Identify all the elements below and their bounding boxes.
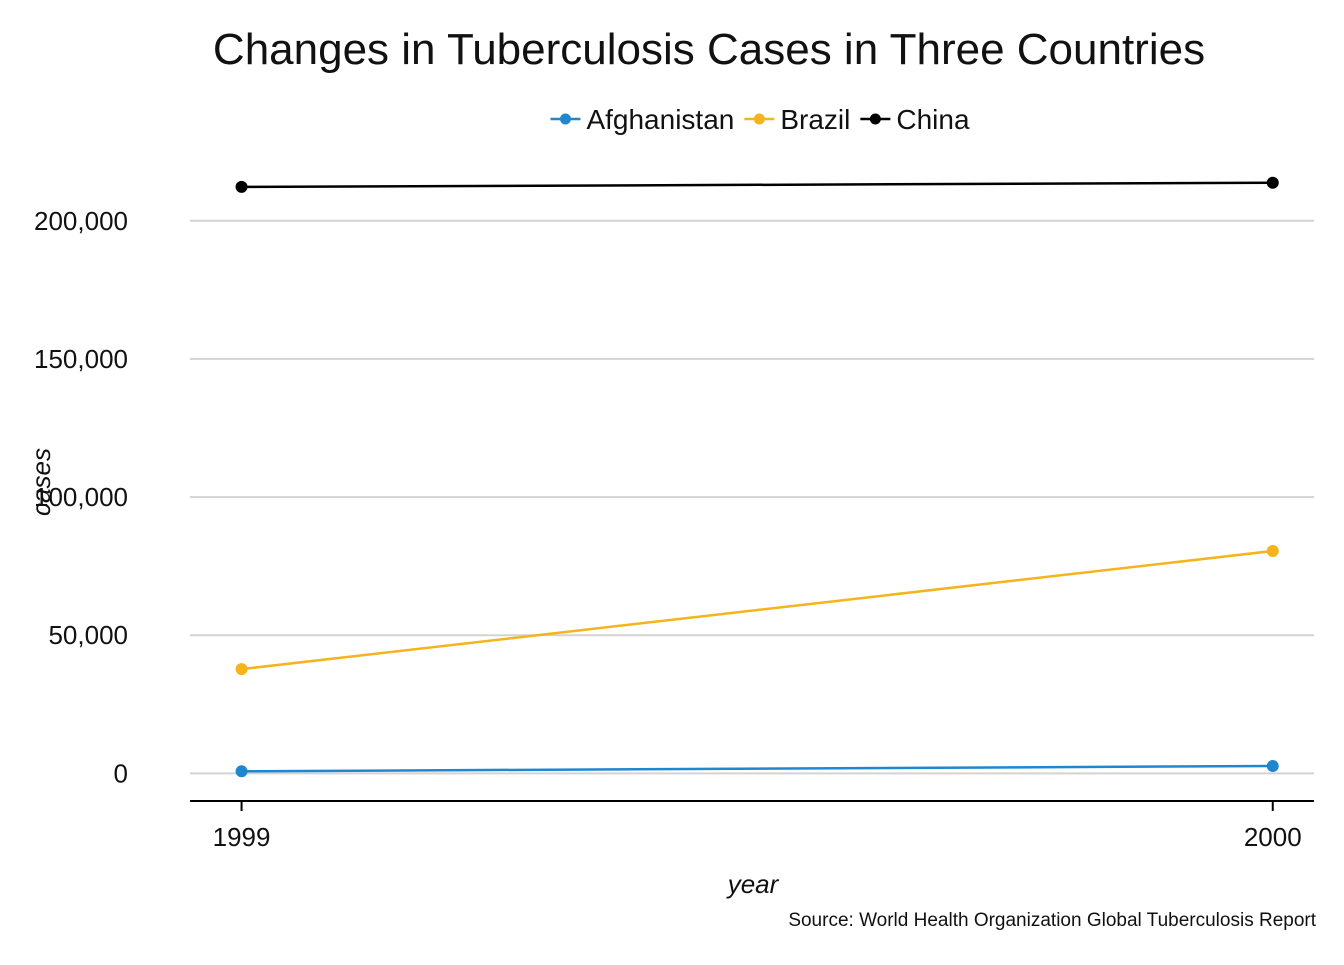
series-line-brazil [241, 549, 1273, 671]
series-line-afghanistan [241, 764, 1273, 773]
legend-item-brazil: Brazil [744, 104, 850, 135]
grid-lines [190, 219, 1314, 775]
legend-label: Brazil [780, 104, 850, 135]
series-lines [241, 181, 1273, 773]
legend-label: China [896, 104, 970, 135]
legend-key-point [753, 113, 765, 125]
y-tick-label: 0 [114, 758, 128, 788]
series-line-china [241, 181, 1273, 189]
x-axis-label: year [726, 869, 780, 899]
legend-label: Afghanistan [586, 104, 734, 135]
data-point-china [1266, 176, 1279, 189]
y-axis-label: cases [26, 448, 56, 516]
x-tick-label: 1999 [213, 822, 271, 852]
legend-item-afghanistan: Afghanistan [550, 104, 734, 135]
chart-title: Changes in Tuberculosis Cases in Three C… [213, 25, 1205, 74]
y-tick-label: 150,000 [34, 344, 128, 374]
series-points [235, 176, 1279, 778]
y-tick-label: 200,000 [34, 206, 128, 236]
y-axis-ticks: 0 50,000 100,000 150,000 200,000 [34, 206, 128, 789]
data-point-brazil [1266, 544, 1279, 557]
data-point-brazil [235, 663, 248, 676]
data-point-china [235, 180, 248, 193]
chart-caption: Source: World Health Organization Global… [788, 910, 1316, 931]
x-axis-ticks: 1999 2000 [213, 801, 1302, 852]
legend-key-point [559, 113, 571, 125]
data-point-afghanistan [235, 765, 248, 778]
legend-item-china: China [860, 104, 970, 135]
y-tick-label: 100,000 [34, 482, 128, 512]
legend: Afghanistan Brazil China [550, 104, 970, 135]
data-point-afghanistan [1266, 760, 1279, 773]
x-tick-label: 2000 [1244, 822, 1302, 852]
y-tick-label: 50,000 [48, 620, 128, 650]
legend-key-point [869, 113, 881, 125]
